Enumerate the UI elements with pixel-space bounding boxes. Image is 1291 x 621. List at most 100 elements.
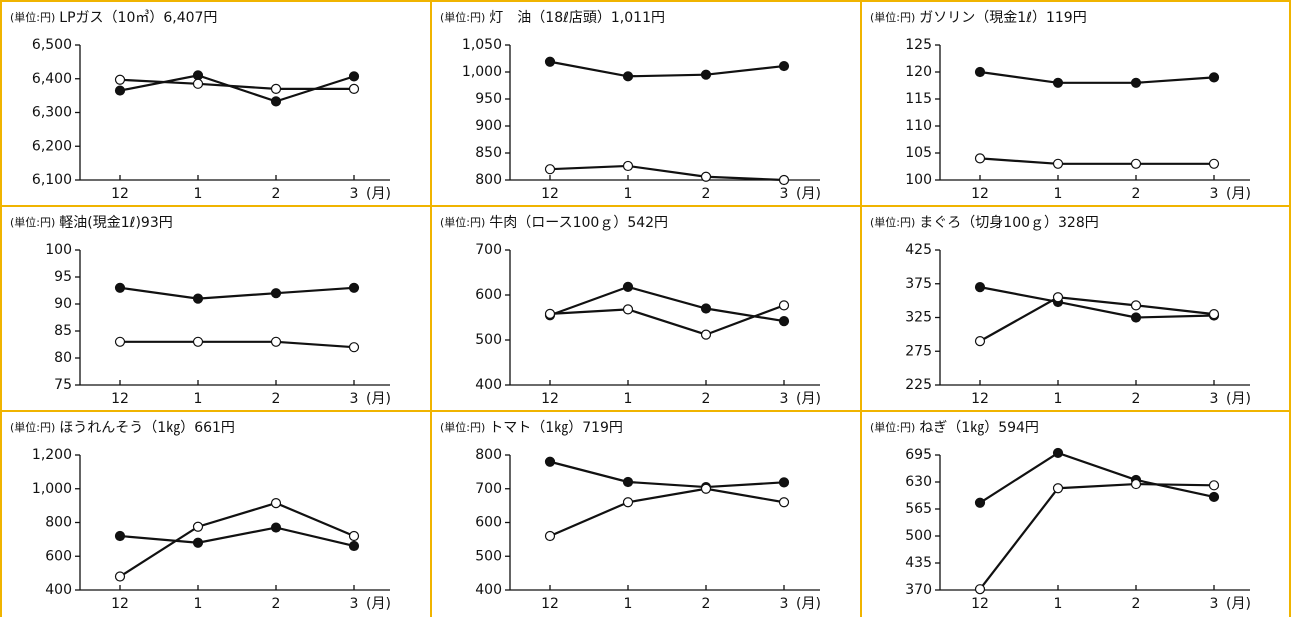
y-tick-label: 1,200	[32, 447, 72, 463]
data-point	[1130, 312, 1142, 323]
y-tick-label: 435	[905, 555, 932, 571]
series-line	[119, 78, 354, 90]
x-tick-label: 2	[1132, 391, 1141, 407]
x-tick-label: 12	[971, 391, 989, 407]
y-tick-label: 275	[905, 343, 932, 359]
data-point	[1130, 300, 1142, 311]
y-tick-label: 375	[905, 276, 932, 292]
y-tick-label: 1,000	[32, 481, 72, 497]
data-point	[270, 288, 282, 299]
x-unit-label: (月)	[1226, 596, 1251, 612]
y-tick-label: 75	[54, 377, 72, 393]
data-point	[778, 60, 790, 72]
x-tick-label: 3	[350, 596, 359, 612]
unit-label: (単位:円)	[870, 420, 915, 434]
panel-title: (単位:円) 灯 油（18ℓ店頭）1,011円	[440, 10, 665, 26]
data-point	[270, 83, 282, 94]
x-tick-label: 12	[971, 186, 989, 202]
y-tick-label: 425	[905, 242, 932, 258]
data-point	[270, 522, 282, 533]
series-line	[549, 285, 785, 323]
y-tick-label: 120	[905, 64, 932, 80]
title: LPガス（10㎥）6,407円	[59, 10, 217, 26]
y-tick-label: 6,500	[32, 37, 72, 53]
title: ほうれんそう（1㎏）661円	[59, 420, 235, 436]
data-point	[700, 171, 712, 182]
y-tick-label: 90	[54, 296, 72, 312]
panel-title: (単位:円) ガソリン（現金1ℓ）119円	[870, 10, 1087, 26]
x-tick-label: 1	[1054, 596, 1063, 612]
data-point	[544, 56, 556, 67]
data-point	[974, 584, 986, 595]
series-line	[979, 296, 1215, 343]
panel-title: (単位:円) まぐろ（切身100ｇ）328円	[870, 215, 1099, 231]
data-point	[544, 530, 556, 542]
y-tick-label: 110	[905, 118, 932, 134]
y-tick-label: 1,050	[462, 37, 502, 53]
y-tick-label: 370	[905, 582, 932, 598]
x-tick-label: 2	[702, 186, 711, 202]
series-line	[979, 482, 1215, 590]
y-tick-label: 700	[475, 242, 502, 258]
data-point	[778, 315, 790, 327]
panel-title: (単位:円) ねぎ（1㎏）594円	[870, 420, 1039, 436]
data-point	[622, 497, 634, 508]
x-tick-label: 1	[624, 596, 633, 612]
series-line	[979, 70, 1215, 84]
unit-label: (単位:円)	[10, 420, 55, 434]
data-point	[348, 530, 360, 542]
unit-label: (単位:円)	[10, 10, 55, 24]
x-unit-label: (月)	[1226, 186, 1251, 202]
chart-panel: (単位:円) 灯 油（18ℓ店頭）1,011円 800 850 900 950 1,000 1…	[440, 10, 821, 202]
y-tick-label: 950	[475, 91, 502, 107]
series-line	[120, 340, 355, 349]
x-tick-label: 12	[111, 391, 129, 407]
data-point	[1130, 478, 1142, 490]
data-point	[114, 282, 126, 293]
y-tick-label: 400	[475, 582, 502, 598]
y-tick-label: 500	[475, 332, 502, 348]
data-point	[778, 174, 790, 186]
data-point	[974, 282, 986, 293]
series-line	[979, 451, 1215, 504]
y-tick-label: 600	[475, 287, 502, 303]
data-point	[544, 456, 556, 467]
series-line	[549, 460, 785, 489]
data-point	[114, 336, 126, 347]
data-point	[1052, 77, 1064, 88]
title: 軽油(現金1ℓ)93円	[59, 215, 172, 231]
data-point	[348, 540, 360, 552]
data-point	[1052, 158, 1064, 169]
data-point	[270, 336, 282, 347]
data-point	[348, 342, 360, 353]
data-point	[974, 336, 986, 347]
data-point	[348, 71, 360, 82]
y-tick-label: 1,000	[462, 64, 502, 80]
x-tick-label: 3	[1210, 186, 1219, 202]
data-point	[192, 293, 204, 304]
data-point	[1130, 77, 1142, 88]
data-point	[974, 66, 986, 78]
series-line	[979, 286, 1215, 319]
y-tick-label: 85	[54, 323, 72, 339]
x-tick-label: 12	[541, 391, 559, 407]
data-point	[700, 303, 712, 314]
chart-panel: (単位:円) ガソリン（現金1ℓ）119円10010511011512012512…	[870, 10, 1251, 202]
series-line	[119, 501, 355, 578]
data-point	[700, 69, 712, 80]
data-point	[1208, 480, 1220, 491]
x-tick-label: 3	[1210, 596, 1219, 612]
x-tick-label: 12	[541, 596, 559, 612]
title: トマト（1㎏）719円	[489, 420, 623, 436]
x-unit-label: (月)	[366, 391, 391, 407]
title: 牛肉（ロース100ｇ）542円	[489, 215, 668, 231]
x-tick-label: 2	[702, 596, 711, 612]
x-unit-label: (月)	[796, 186, 821, 202]
y-tick-label: 80	[54, 350, 72, 366]
data-point	[974, 153, 986, 164]
